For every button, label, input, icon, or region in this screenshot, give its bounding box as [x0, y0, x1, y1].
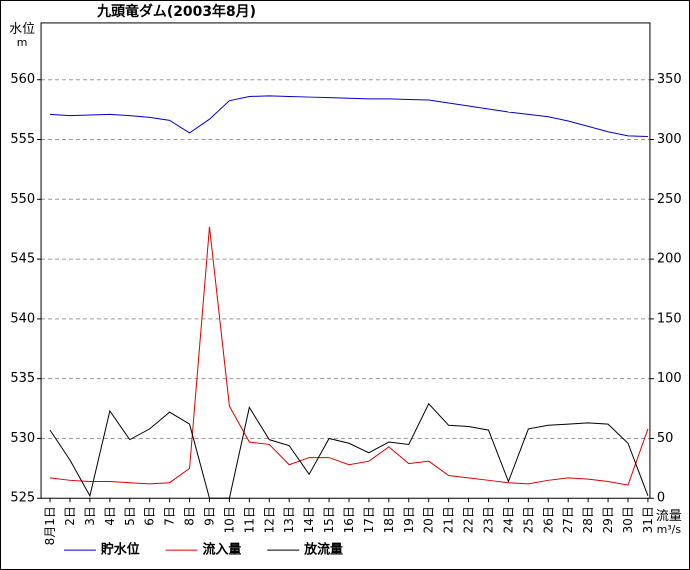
left-axis-unit: m: [17, 36, 28, 49]
legend: 貯水位 流入量 放流量: [63, 542, 343, 558]
left-axis-label: 水位: [9, 22, 35, 37]
right-axis-label: 流量: [656, 509, 682, 524]
x-tick-label: 12日: [262, 506, 276, 533]
x-tick-label: 22日: [462, 506, 476, 533]
left-tick-label: 540: [10, 311, 35, 326]
x-tick-label: 2日: [63, 506, 77, 526]
legend-label-inflow: 流入量: [203, 542, 242, 558]
x-tick-label: 29日: [601, 506, 615, 533]
x-tick-label: 15日: [322, 506, 336, 533]
right-tick-label: 150: [657, 311, 682, 326]
x-tick-label: 11日: [242, 506, 256, 533]
x-tick-label: 4日: [103, 506, 117, 526]
left-tick-label: 525: [10, 491, 35, 506]
series-line-1: [49, 226, 649, 486]
x-tick-label: 23日: [481, 506, 495, 533]
x-tick-label: 8月1日: [43, 506, 57, 545]
x-tick-label: 27日: [561, 506, 575, 533]
x-tick-label: 3日: [83, 506, 97, 526]
x-tick-label: 30日: [621, 506, 635, 533]
left-tick-label: 530: [10, 431, 35, 446]
series-line-0: [50, 95, 648, 138]
right-tick-label: 0: [657, 491, 665, 506]
legend-label-storage-level: 貯水位: [101, 542, 140, 558]
left-tick-label: 545: [10, 252, 35, 267]
x-tick-label: 7日: [163, 506, 177, 526]
x-tick-label: 16日: [342, 506, 356, 533]
x-tick-label: 25日: [521, 506, 535, 533]
right-tick-label: 50: [657, 431, 673, 446]
x-tick-label: 24日: [501, 506, 515, 533]
left-tick-label: 550: [10, 192, 35, 207]
x-tick-label: 31日: [641, 506, 655, 533]
right-tick-label: 300: [657, 132, 682, 147]
x-tick-label: 28日: [581, 506, 595, 533]
plot-area: 525 530 535 540 545 550 555 560 0 50 100 150 200 250 3…: [10, 22, 682, 545]
chart-title: 九頭竜ダム(2003年8月): [96, 3, 256, 20]
right-tick-label: 200: [657, 252, 682, 267]
right-axis-unit: m³/s: [657, 523, 682, 536]
left-tick-label: 535: [10, 371, 35, 386]
x-tick-label: 21日: [442, 506, 456, 533]
x-tick-label: 19日: [402, 506, 416, 533]
left-tick-label: 560: [10, 72, 35, 87]
plot-border: [40, 22, 651, 499]
x-tick-label: 13日: [282, 506, 296, 533]
right-tick-label: 350: [657, 72, 682, 87]
x-tick-label: 8日: [183, 506, 197, 526]
x-tick-label: 17日: [362, 506, 376, 533]
x-tick-label: 6日: [143, 506, 157, 526]
x-tick-label: 5日: [123, 506, 137, 526]
x-tick-label: 20日: [422, 506, 436, 533]
left-tick-label: 555: [10, 132, 35, 147]
series-line-2: [49, 402, 649, 499]
legend-label-outflow: 放流量: [303, 542, 343, 558]
right-tick-label: 250: [657, 192, 682, 207]
x-tick-label: 26日: [541, 506, 555, 533]
right-tick-label: 100: [657, 371, 682, 386]
x-tick-label: 9日: [202, 506, 216, 526]
x-tick-label: 18日: [382, 506, 396, 533]
x-tick-label: 10日: [222, 506, 236, 533]
x-tick-label: 14日: [302, 506, 316, 533]
